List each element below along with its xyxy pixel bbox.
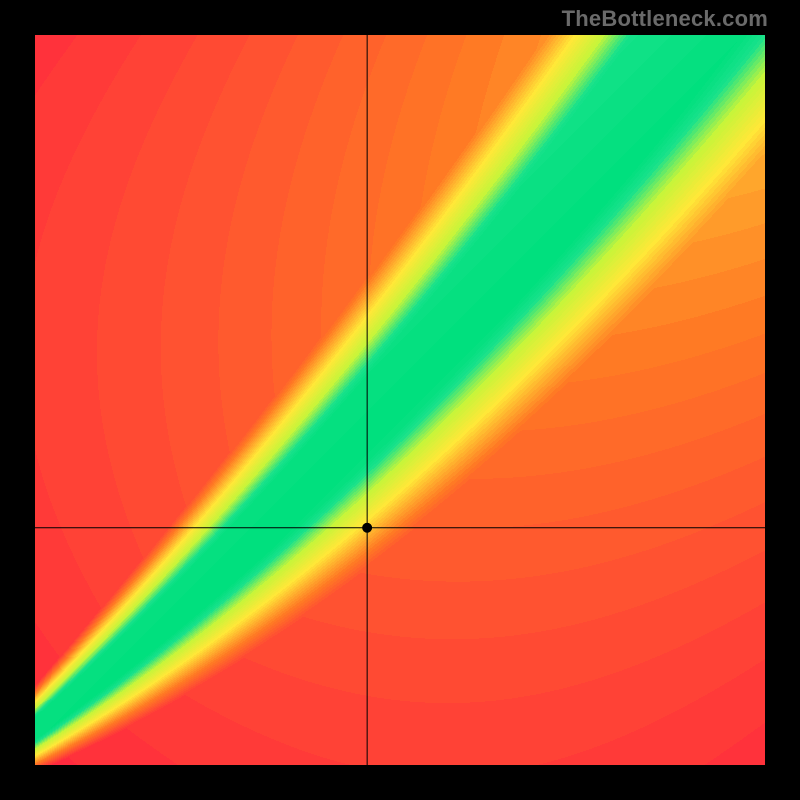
plot-area (35, 35, 765, 765)
watermark-text: TheBottleneck.com (562, 6, 768, 32)
marker-point (362, 523, 372, 533)
chart-container: TheBottleneck.com (0, 0, 800, 800)
overlay-svg (35, 35, 765, 765)
